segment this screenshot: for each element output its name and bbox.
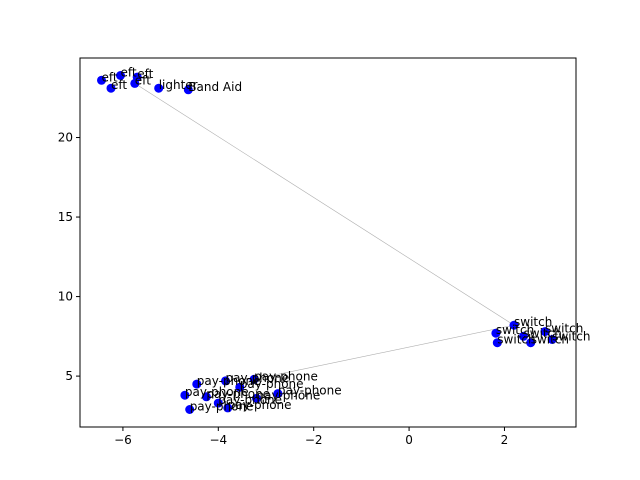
data-point (221, 376, 230, 386)
data-point (249, 374, 259, 384)
x-tick-label: −6 (114, 433, 132, 447)
y-tick-label: 20 (58, 131, 73, 145)
point-label: switch (497, 333, 535, 347)
point-label: pay-phone (185, 385, 249, 399)
point-label: pay-phone (226, 371, 290, 385)
point-label: switch (545, 322, 583, 336)
data-point (185, 405, 195, 414)
point-label: eft (135, 73, 151, 87)
point-label: switch (514, 315, 552, 329)
data-point (213, 398, 223, 408)
point-label: pay-phone (257, 388, 321, 402)
x-tick-label: −2 (305, 433, 323, 447)
data-point (252, 393, 261, 403)
data-point (491, 328, 501, 338)
point-label: switch (524, 326, 562, 340)
point-label: pay-phone (278, 384, 342, 398)
point-label: eft (111, 78, 127, 92)
data-point (116, 71, 125, 80)
data-point (183, 85, 193, 95)
point-label: switch (552, 330, 590, 344)
point-label: lighter (159, 78, 198, 92)
point-label: pay-phone (206, 387, 270, 401)
plot-frame (79, 57, 577, 428)
data-point (97, 75, 106, 85)
data-point (526, 338, 536, 348)
data-point (273, 389, 283, 399)
axes: −6 −4 −2 0 2 5 10 15 20 (58, 57, 577, 447)
data-point (547, 335, 557, 344)
point-label: eft (121, 66, 137, 80)
point-label: pay-phone (228, 398, 292, 412)
point-label: switch (496, 323, 534, 337)
data-point (201, 392, 211, 402)
x-tick-label: 0 (405, 433, 413, 447)
y-tick-label: 15 (58, 210, 73, 224)
point-label: pay-phone (254, 369, 318, 383)
data-point (519, 331, 528, 341)
y-tick-label: 5 (65, 369, 73, 383)
y-tick-label: 10 (58, 290, 73, 304)
data-point (154, 83, 164, 93)
data-point (180, 390, 190, 400)
data-point (223, 403, 233, 413)
point-label: pay-phone (190, 400, 254, 414)
point-label: switch (531, 333, 569, 347)
point-label: Band Aid (188, 80, 242, 94)
data-point (192, 379, 202, 389)
data-point (235, 382, 245, 392)
x-tick-label: −4 (209, 433, 227, 447)
data-point (540, 327, 550, 337)
data-point (509, 320, 519, 330)
point-label: eft (137, 67, 153, 81)
point-label: eft (102, 70, 118, 84)
point-label: pay-phone (218, 393, 282, 407)
data-point (132, 72, 142, 82)
point-label: pay-phone (240, 377, 304, 391)
data-point (106, 83, 116, 93)
data-point (492, 338, 502, 348)
point-label: pay-phone (197, 374, 261, 388)
x-tick-label: 2 (501, 433, 509, 447)
data-points (97, 71, 557, 414)
